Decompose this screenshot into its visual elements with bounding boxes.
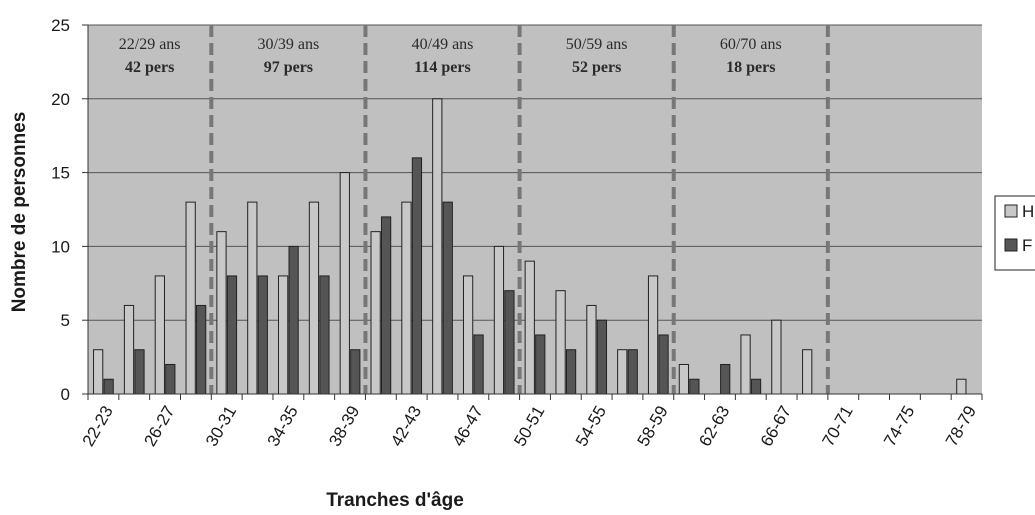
group-label-count: 42 pers xyxy=(125,59,174,76)
x-tick-label: 66-67 xyxy=(757,403,795,450)
bar-H-46-47 xyxy=(462,275,474,395)
bar-F-40-41 xyxy=(380,216,392,395)
bar-F-28-29 xyxy=(196,304,207,395)
x-tick-label: 26-27 xyxy=(140,403,178,450)
bar-H-30-31 xyxy=(216,231,227,395)
bar-H-56-57 xyxy=(617,349,628,395)
legend-label-F: F xyxy=(1022,236,1032,255)
bar-F-48-49 xyxy=(504,290,515,395)
x-tick-label: 70-71 xyxy=(819,403,857,450)
bar-F-24-25 xyxy=(134,349,145,395)
bar-H-60-61 xyxy=(678,363,690,395)
bar-H-22-23 xyxy=(93,349,104,395)
bar-H-54-55 xyxy=(586,304,597,395)
legend-swatch-F xyxy=(1004,238,1018,252)
bar-H-78-79 xyxy=(956,378,967,395)
group-separators xyxy=(209,25,830,394)
bar-F-26-27 xyxy=(165,363,176,395)
bar-F-54-55 xyxy=(596,319,608,395)
y-tick-label: 5 xyxy=(61,311,70,330)
legend-swatch-H xyxy=(1004,204,1018,218)
bar-H-50-51 xyxy=(524,260,535,395)
bar-H-66-67 xyxy=(771,319,782,395)
bar-F-42-43 xyxy=(411,157,423,395)
bar-H-36-37 xyxy=(308,201,320,395)
bar-F-46-47 xyxy=(473,334,484,395)
bar-F-44-45 xyxy=(442,201,453,395)
bar-F-36-37 xyxy=(319,275,330,395)
bar-H-34-35 xyxy=(278,275,289,395)
y-tick-label: 20 xyxy=(51,90,70,109)
bar-H-42-43 xyxy=(401,201,412,395)
bar-F-62-63 xyxy=(720,363,731,395)
bar-H-38-39 xyxy=(339,172,350,395)
y-tick-label: 25 xyxy=(51,16,70,35)
x-tick-label: 74-75 xyxy=(880,403,918,450)
bar-H-52-53 xyxy=(555,290,566,395)
group-label-count: 114 pers xyxy=(414,59,470,76)
x-tick-label: 54-55 xyxy=(572,403,610,450)
bar-F-38-39 xyxy=(350,349,361,395)
bar-F-34-35 xyxy=(288,245,299,395)
x-tick-label: 38-39 xyxy=(325,403,363,450)
group-label-range: 40/49 ans xyxy=(412,36,474,53)
bar-H-64-65 xyxy=(740,334,751,395)
bar-F-64-65 xyxy=(750,378,762,395)
x-tick-labels: 22-23 26-27 30-31 34-35 38-39 42-43 46-47 50-51… xyxy=(79,403,980,450)
group-label-range: 60/70 ans xyxy=(720,36,782,53)
bar-F-32-33 xyxy=(257,275,268,395)
y-tick-label: 10 xyxy=(51,237,70,256)
group-label-count: 52 pers xyxy=(572,59,621,76)
y-tick-label: 0 xyxy=(61,385,70,404)
bar-H-24-25 xyxy=(123,304,135,395)
y-axis-title: Nombre de personnes xyxy=(9,112,30,313)
x-tick-label: 30-31 xyxy=(202,403,240,450)
group-label-range: 50/59 ans xyxy=(566,36,628,53)
group-labels: 22/29 ans 42 pers 30/39 ans 97 pers 40/49 an… xyxy=(119,36,782,76)
x-tick-label: 50-51 xyxy=(510,403,548,450)
bar-F-50-51 xyxy=(535,334,546,395)
bar-F-22-23 xyxy=(103,378,114,395)
bar-H-44-45 xyxy=(432,98,443,395)
x-axis-title: Tranches d'âge xyxy=(326,490,464,511)
bar-H-48-49 xyxy=(493,245,505,395)
group-label-range: 22/29 ans xyxy=(119,36,181,53)
group-label-count: 18 pers xyxy=(726,59,775,76)
x-tick-label: 62-63 xyxy=(695,403,733,450)
x-tick-label: 58-59 xyxy=(634,403,672,450)
bar-F-56-57 xyxy=(627,349,638,395)
bar-F-60-61 xyxy=(689,378,700,395)
bar-H-26-27 xyxy=(154,275,165,395)
x-tick-label: 42-43 xyxy=(387,403,425,450)
group-label-count: 97 pers xyxy=(264,59,313,76)
bar-F-58-59 xyxy=(658,334,669,395)
x-tick-label: 34-35 xyxy=(264,403,302,450)
bar-H-58-59 xyxy=(647,275,659,395)
legend-label-H: H xyxy=(1022,202,1034,221)
group-label-range: 30/39 ans xyxy=(257,36,319,53)
y-tick-label: 15 xyxy=(51,164,70,183)
y-tick-labels: 0 5 10 15 20 25 xyxy=(51,16,70,404)
x-tick-label: 22-23 xyxy=(79,403,117,450)
bar-H-68-69 xyxy=(802,349,813,395)
x-tick-label: 46-47 xyxy=(449,403,487,450)
axes xyxy=(82,24,983,400)
x-tick-label: 78-79 xyxy=(942,403,980,450)
bar-H-28-29 xyxy=(185,201,196,395)
bar-H-32-33 xyxy=(247,201,258,395)
bar-F-30-31 xyxy=(226,275,238,395)
bar-H-40-41 xyxy=(370,231,381,395)
bar-F-52-53 xyxy=(565,349,577,395)
legend: HF xyxy=(994,195,1035,271)
